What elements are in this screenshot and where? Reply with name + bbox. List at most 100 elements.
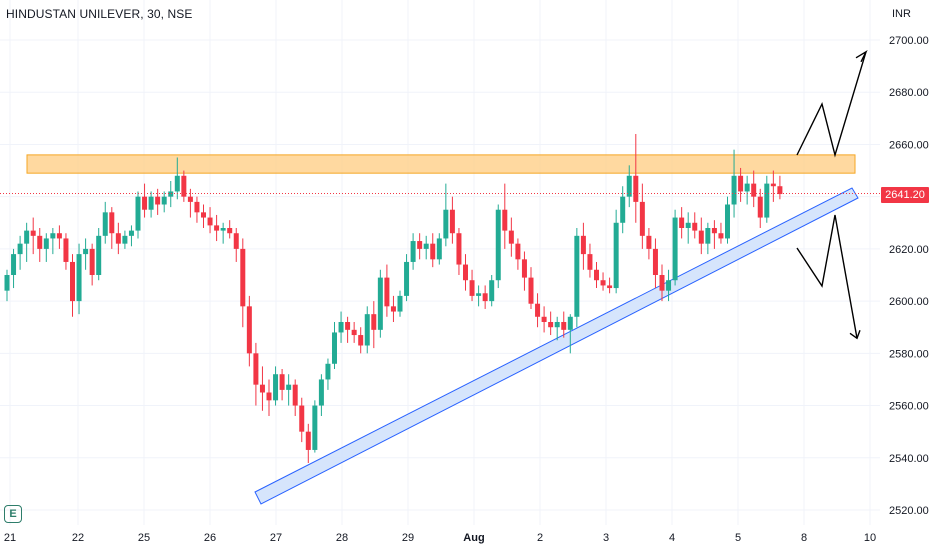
candle-body [620, 196, 626, 223]
chart-title: HINDUSTAN UNILEVER, 30, NSE [6, 7, 193, 21]
candle-body [390, 306, 396, 312]
candle-body [404, 261, 410, 296]
candle-body [377, 277, 383, 330]
candle-body [358, 335, 364, 346]
time-tick-label: 27 [270, 532, 282, 544]
candle-body [96, 235, 102, 275]
time-tick-label: 29 [402, 532, 414, 544]
price-axis: INR2700.002680.002660.002640.002620.0026… [889, 8, 929, 517]
tradingview-logo-icon[interactable]: E [4, 505, 22, 523]
resistance-zone [26, 154, 856, 174]
candle-body [83, 248, 89, 255]
arrow-head-down [849, 330, 861, 340]
candle-body [128, 230, 134, 236]
candle-body [495, 209, 501, 281]
candle-body [233, 233, 239, 249]
candle-body [738, 175, 744, 192]
time-tick-label: 4 [669, 532, 675, 544]
candle-body [305, 431, 311, 450]
candle-body [705, 228, 711, 244]
time-tick-label: 25 [138, 532, 150, 544]
candle-body [325, 363, 331, 380]
candle-body [725, 204, 730, 239]
candle-body [770, 183, 776, 187]
candle-body [292, 384, 298, 406]
candle-body [266, 392, 272, 401]
time-tick-label: 3 [603, 532, 609, 544]
bearish-scenario-arrow [796, 214, 858, 339]
candle-body [711, 228, 717, 234]
ascending-trendline [254, 187, 859, 505]
candle-body [109, 212, 115, 234]
price-tick-label: 2660.00 [889, 139, 929, 151]
candle-body [384, 277, 390, 307]
candle-body [135, 196, 141, 231]
time-tick-label: Aug [463, 532, 484, 544]
last-price-badge: 2641.20 [881, 187, 929, 203]
candle-body [122, 235, 128, 244]
candle-body [430, 243, 436, 260]
candle-body [515, 243, 521, 260]
candle-body [698, 230, 704, 244]
candle-body [594, 269, 599, 281]
currency-label: INR [892, 8, 911, 20]
candle-body [371, 314, 377, 330]
candle-body [253, 353, 259, 385]
time-axis: 21 22 25 26 27 28 29 Aug 2 3 4 5 8 10 [4, 532, 876, 544]
candle-body [56, 233, 62, 239]
candle-body [541, 316, 547, 322]
candle-body [718, 233, 724, 239]
candle-body [469, 280, 475, 296]
candle-body [508, 230, 514, 244]
price-tick-label: 2520.00 [889, 505, 929, 517]
candle-body [535, 303, 541, 317]
price-tick-label: 2580.00 [889, 348, 929, 360]
candle-body [777, 186, 783, 195]
arrow-head-up [855, 49, 868, 63]
candle-body [37, 235, 43, 249]
candle-body [142, 196, 148, 210]
time-tick-label: 28 [336, 532, 348, 544]
candle-body [600, 280, 606, 286]
chart-overlay [0, 49, 880, 340]
candle-body [463, 264, 468, 281]
candle-body [666, 280, 672, 291]
candle-body [639, 201, 645, 236]
candle-body [633, 175, 639, 202]
price-tick-label: 2540.00 [889, 453, 929, 465]
candle-body [521, 259, 527, 278]
candle-body [410, 241, 416, 262]
candle-body [456, 233, 462, 265]
candle-body [351, 329, 357, 336]
candle-body [672, 217, 678, 281]
candle-body [11, 254, 17, 275]
candle-body [449, 209, 455, 234]
time-tick-label: 8 [801, 532, 807, 544]
candle-body [43, 238, 49, 249]
candle-body [587, 254, 593, 270]
candle-body [286, 384, 292, 390]
candle-body [554, 322, 560, 328]
candle-body [220, 228, 226, 231]
candle-body [679, 217, 685, 228]
candle-body [646, 235, 652, 249]
candle-body [201, 212, 206, 218]
price-tick-label: 2600.00 [889, 296, 929, 308]
time-tick-label: 22 [72, 532, 84, 544]
candle-body [731, 175, 737, 205]
price-tick-label: 2700.00 [889, 35, 929, 47]
candle-body [692, 222, 698, 231]
candle-body [312, 405, 318, 450]
price-tick-label: 2680.00 [889, 87, 929, 99]
candle-body [279, 374, 285, 390]
candle-body [240, 248, 246, 307]
candle-body [24, 230, 30, 244]
candle-body [548, 322, 554, 328]
candle-body [174, 175, 180, 192]
candle-body [299, 405, 305, 432]
candle-body [338, 322, 344, 333]
candle-body [659, 275, 665, 291]
candle-body [528, 277, 534, 304]
candle-body [168, 191, 174, 197]
